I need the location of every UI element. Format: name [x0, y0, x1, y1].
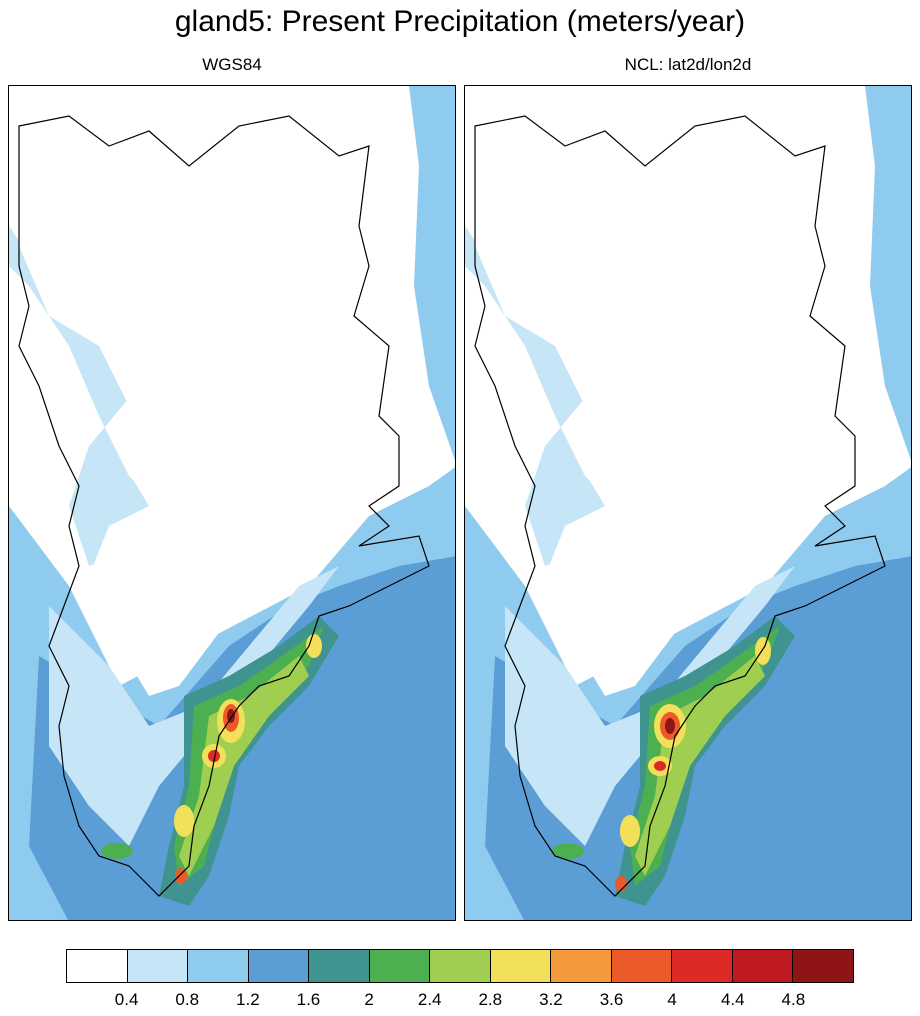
- precip-max-3: [755, 637, 771, 665]
- left-panel-subtitle: WGS84: [202, 55, 262, 74]
- colorbar: [66, 949, 854, 983]
- colorbar-swatch: [732, 950, 794, 982]
- colorbar-tick-label: 2.4: [417, 990, 442, 1009]
- colorbar-swatch: [430, 950, 491, 982]
- colorbar-swatch: [793, 950, 853, 982]
- colorbar-swatch: [611, 950, 673, 982]
- precip-map-wgs84: [9, 86, 455, 920]
- precip-max-4: [620, 815, 640, 847]
- precip-max-3: [306, 634, 322, 658]
- colorbar-swatch: [309, 950, 370, 982]
- precip-band-1.6-2.0-sw: [552, 843, 584, 859]
- colorbar-tick-label: 1.2: [236, 990, 260, 1009]
- colorbar-swatch: [248, 950, 310, 982]
- colorbar-swatch: [369, 950, 431, 982]
- precip-band-2.4-2.8: [635, 656, 765, 876]
- colorbar-swatch: [188, 950, 249, 982]
- right-panel-subtitle: NCL: lat2d/lon2d: [624, 55, 752, 74]
- colorbar-swatch: [551, 950, 612, 982]
- precip-max-4: [174, 805, 194, 837]
- interior-ice: [475, 96, 855, 696]
- plot-title: gland5: Present Precipitation (meters/ye…: [174, 5, 746, 38]
- greenland-coastline: [474, 115, 886, 897]
- colorbar-swatch: [67, 950, 128, 982]
- colorbar-tick-label: 3.6: [599, 990, 624, 1009]
- colorbar-tick-label: 2.8: [478, 990, 503, 1009]
- colorbar-tick-label: 1.6: [296, 990, 321, 1009]
- precip-band-0.8-1.2-east: [409, 86, 455, 461]
- map-panel-ncl: [464, 85, 912, 921]
- colorbar-tick-label: 4.4: [720, 990, 745, 1009]
- colorbar-tick-label: 4.8: [781, 990, 806, 1009]
- precip-map-ncl: [465, 86, 911, 920]
- precip-band-2.4-2.8: [179, 656, 309, 876]
- colorbar-tick-label: 0.4: [114, 990, 139, 1009]
- colorbar-tick-label: 0.8: [175, 990, 200, 1009]
- colorbar-swatch: [672, 950, 733, 982]
- greenland-coastline: [18, 115, 430, 897]
- precip-band-0.4-0.8-south: [49, 566, 339, 846]
- colorbar-tick-label: 3.2: [539, 990, 563, 1009]
- colorbar-swatch: [490, 950, 552, 982]
- colorbar-swatch: [127, 950, 189, 982]
- precip-band-0.4-0.8-south: [505, 566, 795, 846]
- interior-ice: [19, 96, 399, 696]
- precip-band-0.8-1.2-east: [865, 86, 911, 461]
- precip-band-1.6-2.0-sw: [101, 843, 133, 859]
- colorbar-tick-label: 4: [667, 990, 677, 1009]
- map-panel-wgs84: [8, 85, 456, 921]
- colorbar-tick-label: 2: [364, 990, 374, 1009]
